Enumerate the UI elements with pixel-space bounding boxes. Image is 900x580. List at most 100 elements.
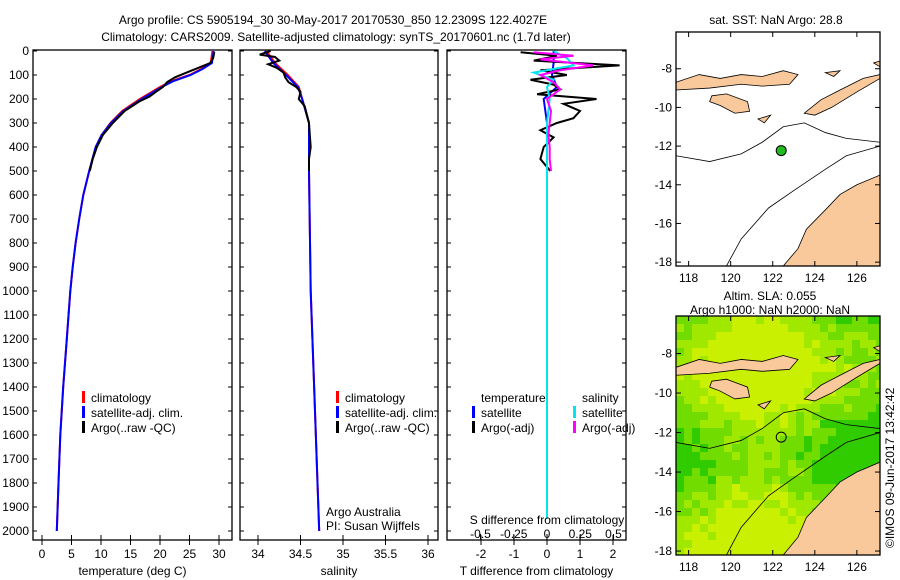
sla-cell xyxy=(772,548,780,555)
map-frame xyxy=(675,315,881,556)
sla-cell xyxy=(772,476,780,484)
annotation-text: Argo Australia xyxy=(326,505,401,519)
sla-cell xyxy=(836,420,844,428)
sla-cell xyxy=(676,540,684,548)
sla-cell xyxy=(740,348,748,356)
sla-cell xyxy=(708,396,716,404)
sla-cell xyxy=(692,332,700,340)
sla-cell xyxy=(780,468,788,476)
sla-cell xyxy=(812,380,820,388)
legend-swatch xyxy=(336,391,339,403)
x-tick-label: 1 xyxy=(577,547,584,561)
sla-cell xyxy=(780,484,788,492)
sla-cell xyxy=(740,420,748,428)
lon-tick-label: 120 xyxy=(721,271,741,285)
sla-cell xyxy=(796,436,804,444)
x-axis-label: salinity xyxy=(321,564,358,578)
sla-cell xyxy=(852,332,860,340)
sla-cell xyxy=(820,484,828,492)
legend-swatch xyxy=(82,421,85,433)
sla-cell xyxy=(844,420,852,428)
sla-cell xyxy=(836,364,844,372)
sla-cell xyxy=(812,356,820,364)
land-polygon xyxy=(872,345,880,353)
sla-cell xyxy=(748,548,756,555)
sla-cell xyxy=(788,500,796,508)
legend-swatch xyxy=(573,421,576,433)
sla-cell xyxy=(828,436,836,444)
sla-cell xyxy=(732,372,740,380)
sla-cell xyxy=(812,436,820,444)
y-tick-label: 700 xyxy=(9,212,29,226)
sla-cell xyxy=(780,436,788,444)
x-tick-label: 2 xyxy=(610,547,617,561)
sla-cell xyxy=(748,324,756,332)
sla-cell xyxy=(684,452,692,460)
sla-cell xyxy=(804,380,812,388)
sla-cell xyxy=(716,404,724,412)
y-tick-label: 1600 xyxy=(2,428,29,442)
y-tick-label: 600 xyxy=(9,188,29,202)
sla-cell xyxy=(756,372,764,380)
sla-cell xyxy=(692,380,700,388)
sla-cell xyxy=(844,452,852,460)
sla-cell xyxy=(772,444,780,452)
y-tick-label: 200 xyxy=(9,92,29,106)
sla-cell xyxy=(796,524,804,532)
sla-cell xyxy=(748,332,756,340)
sla-cell xyxy=(732,420,740,428)
sla-cell xyxy=(820,348,828,356)
sla-cell xyxy=(708,404,716,412)
sla-cell xyxy=(748,356,756,364)
sla-cell xyxy=(836,404,844,412)
sla-cell xyxy=(708,508,716,516)
sla-cell xyxy=(812,476,820,484)
sla-cell xyxy=(796,316,804,324)
sla-cell xyxy=(788,316,796,324)
sla-cell xyxy=(772,428,780,436)
sla-cell xyxy=(740,436,748,444)
plot-frame xyxy=(32,49,233,541)
sla-cell xyxy=(772,340,780,348)
series-line-salinity-argo-adj- xyxy=(533,51,594,172)
sla-cell xyxy=(716,388,724,396)
sla-cell xyxy=(820,492,828,500)
sla-cell xyxy=(836,324,844,332)
sla-cell xyxy=(780,516,788,524)
sla-cell xyxy=(796,332,804,340)
sla-cell xyxy=(868,372,876,380)
sla-cell xyxy=(676,420,684,428)
y-tick-label: 1700 xyxy=(2,452,29,466)
sla-cell xyxy=(732,340,740,348)
sla-cell xyxy=(820,444,828,452)
sla-cell xyxy=(684,356,692,364)
sla-cell xyxy=(804,340,812,348)
sla-cell xyxy=(764,316,772,324)
sla-cell xyxy=(876,324,880,332)
sla-cell xyxy=(804,508,812,516)
sla-cell xyxy=(676,332,684,340)
sla-cell xyxy=(700,348,708,356)
sla-cell xyxy=(820,428,828,436)
sla-cell xyxy=(692,484,700,492)
sla-cell xyxy=(732,332,740,340)
lon-tick-label: 124 xyxy=(805,271,825,285)
sla-cell xyxy=(860,444,868,452)
sla-cell xyxy=(700,436,708,444)
sla-cell xyxy=(852,460,860,468)
sla-cell xyxy=(788,332,796,340)
sla-cell xyxy=(732,348,740,356)
land-polygon xyxy=(823,70,842,77)
sla-cell xyxy=(716,468,724,476)
sla-cell xyxy=(684,388,692,396)
sla-cell xyxy=(684,332,692,340)
sla-cell xyxy=(772,412,780,420)
sla-cell xyxy=(772,388,780,396)
sla-cell xyxy=(724,500,732,508)
land-polygon xyxy=(709,93,751,114)
sla-cell xyxy=(820,468,828,476)
sla-cell xyxy=(844,332,852,340)
sla-cell xyxy=(876,412,880,420)
sla-cell xyxy=(860,452,868,460)
